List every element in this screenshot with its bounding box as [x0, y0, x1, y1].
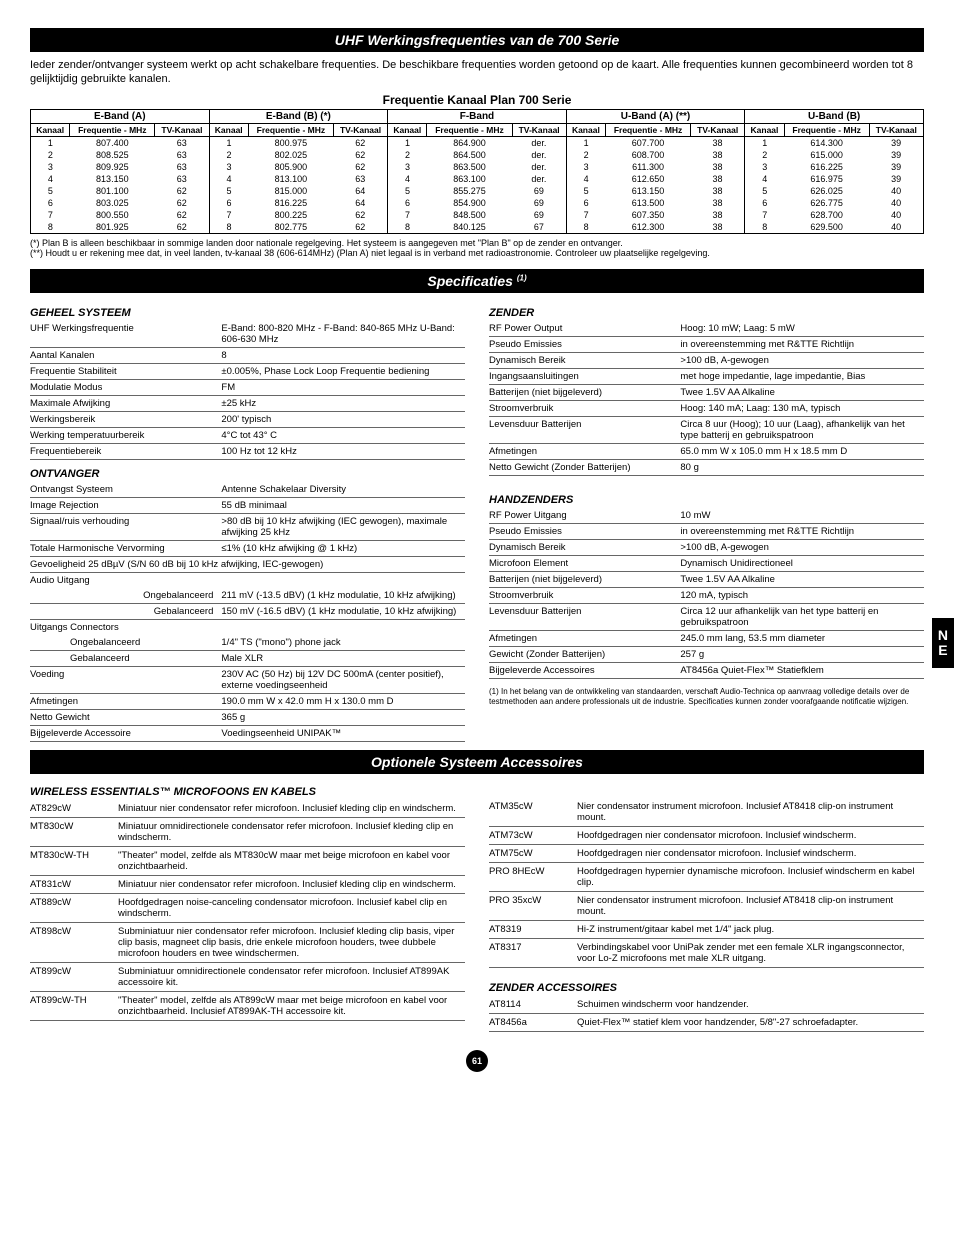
table-acc-right: ATM35cWNier condensator instrument micro…	[489, 798, 924, 968]
heading-receiver: ONTVANGER	[30, 468, 465, 480]
side-tab: NE	[932, 618, 954, 669]
table-transmitter: RF Power OutputHoog: 10 mW; Laag: 5 mWPs…	[489, 321, 924, 476]
footnote-a: (*) Plan B is alleen beschikbaar in somm…	[30, 238, 924, 249]
freq-plan-title: Frequentie Kanaal Plan 700 Serie	[30, 93, 924, 107]
title-specs: Specificaties (1)	[30, 269, 924, 293]
page-number: 61	[30, 1050, 924, 1072]
title-uhf: UHF Werkingsfrequenties van de 700 Serie	[30, 28, 924, 52]
table-system: UHF WerkingsfrequentieE-Band: 800-820 MH…	[30, 321, 465, 460]
table-zender-acc: AT8114Schuimen windscherm voor handzende…	[489, 996, 924, 1032]
heading-zender-acc: ZENDER ACCESSOIRES	[489, 982, 924, 994]
spec-note: (1) In het belang van de ontwikkeling va…	[489, 687, 924, 706]
footnote-b: (**) Houdt u er rekening mee dat, in vee…	[30, 248, 924, 259]
footnotes: (*) Plan B is alleen beschikbaar in somm…	[30, 238, 924, 260]
frequency-table: E-Band (A)E-Band (B) (*)F-BandU-Band (A)…	[30, 109, 924, 234]
heading-mics: WIRELESS ESSENTIALS™ MICROFOONS EN KABEL…	[30, 786, 465, 798]
heading-handheld: HANDZENDERS	[489, 494, 924, 506]
title-accessories: Optionele Systeem Accessoires	[30, 750, 924, 774]
table-handheld: RF Power Uitgang10 mWPseudo Emissiesin o…	[489, 508, 924, 679]
table-acc-left: AT829cWMiniatuur nier condensator refer …	[30, 800, 465, 1021]
heading-transmitter: ZENDER	[489, 307, 924, 319]
intro-text: Ieder zender/ontvanger systeem werkt op …	[30, 58, 924, 87]
heading-system: GEHEEL SYSTEEM	[30, 307, 465, 319]
table-receiver: Ontvangst SysteemAntenne Schakelaar Dive…	[30, 482, 465, 742]
